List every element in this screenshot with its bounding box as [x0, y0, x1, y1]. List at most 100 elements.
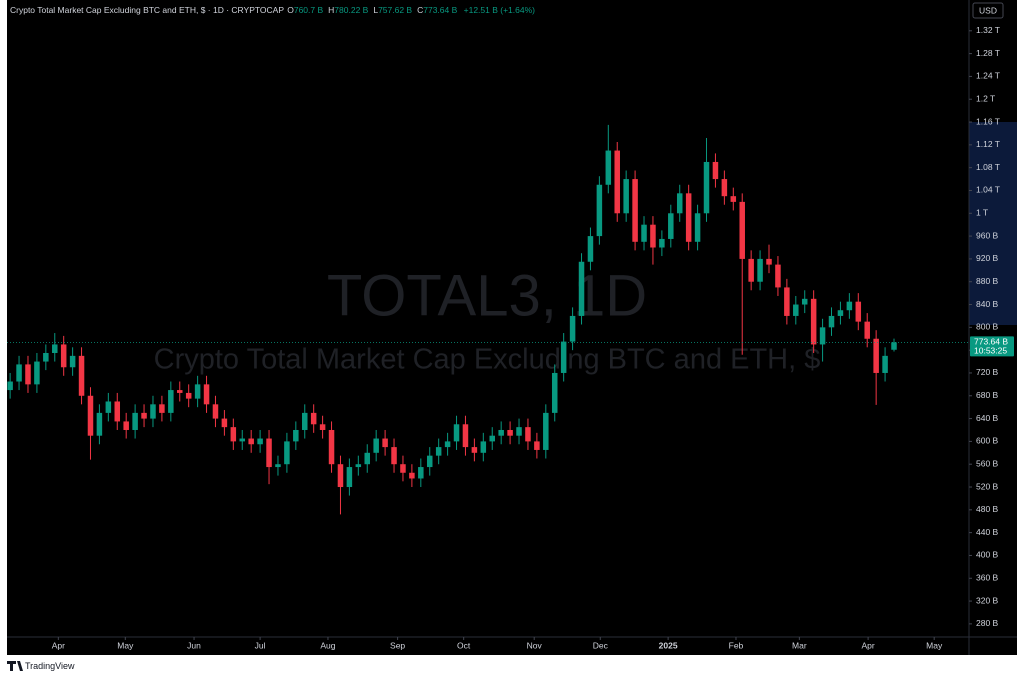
y-tick-label: 440 B	[976, 527, 999, 537]
candle-body	[177, 390, 183, 393]
watermark-name: Crypto Total Market Cap Excluding BTC an…	[154, 344, 821, 376]
candle-body	[248, 438, 254, 445]
candle-body	[659, 238, 665, 248]
candle-body	[739, 201, 745, 259]
y-tick-label: 600 B	[976, 436, 999, 446]
ohlc-key: L	[373, 5, 379, 15]
candle-body	[551, 372, 558, 413]
logo-icon	[7, 661, 23, 671]
candle-body	[721, 179, 728, 197]
candle-body	[337, 464, 344, 488]
currency-button[interactable]	[972, 2, 1004, 19]
candle-body	[444, 441, 451, 448]
candle-body	[221, 418, 228, 428]
candle-body	[614, 150, 620, 214]
x-tick-label: 2025	[659, 640, 678, 650]
axis-highlight	[969, 122, 1017, 325]
x-tick-label: Sep	[390, 640, 405, 650]
y-tick-label: 1.32 T	[976, 25, 1000, 35]
candle-body	[373, 438, 379, 453]
y-tick-label: 560 B	[976, 458, 999, 468]
candle-body	[516, 427, 522, 436]
candle-body	[435, 447, 442, 456]
ohlc-value: 773.64 B	[423, 5, 458, 15]
candle-body	[391, 447, 397, 465]
candle-body	[569, 315, 576, 342]
x-tick-label: Mar	[792, 640, 807, 650]
ohlc-key: C	[417, 5, 424, 15]
y-tick-label: 280 B	[976, 618, 999, 628]
y-tick-label: 320 B	[976, 595, 999, 605]
y-tick-label: 1.04 T	[976, 185, 1000, 195]
ohlc-value: 780.22 B	[334, 5, 369, 15]
currency[interactable]: USD	[979, 5, 997, 15]
y-tick-label: 920 B	[976, 253, 999, 263]
candle-body	[212, 404, 219, 419]
candle-body	[855, 301, 862, 322]
candle-body	[194, 384, 201, 399]
symbol-title: Crypto Total Market Cap Excluding BTC an…	[10, 5, 284, 15]
y-tick-label: 800 B	[976, 322, 999, 332]
candle-body	[266, 438, 272, 468]
y-tick-label: 400 B	[976, 550, 999, 560]
ohlc-value: 757.62 B	[378, 5, 413, 15]
candle-body	[578, 261, 585, 316]
candle-body	[632, 179, 638, 242]
candle-body	[766, 258, 772, 265]
last-price-label: 773.64 B	[974, 337, 1008, 347]
candle-body	[25, 364, 31, 385]
candle-body	[605, 150, 612, 185]
candle-body	[471, 447, 478, 453]
candle-body	[355, 464, 362, 468]
candle-body	[257, 438, 263, 445]
candle-body	[891, 342, 897, 350]
candle-body	[587, 236, 594, 262]
candle-body	[239, 438, 246, 442]
candle-body	[319, 424, 326, 430]
candle-body	[328, 429, 335, 465]
y-tick-label: 1 T	[976, 208, 988, 218]
watermark-symbol: TOTAL3, 1D	[327, 263, 647, 328]
candle-body	[16, 364, 22, 382]
candle-body	[810, 298, 817, 345]
x-tick-label: Aug	[320, 640, 335, 650]
candle-body	[293, 429, 299, 442]
candle-body	[132, 412, 138, 430]
x-tick-label: May	[117, 640, 134, 650]
candle-body	[837, 310, 844, 316]
candle-body	[462, 424, 469, 448]
change: +12.51 B (+1.64%)	[463, 5, 535, 15]
x-tick-label: Dec	[593, 640, 609, 650]
candle-body	[784, 287, 790, 316]
branding: TradingView	[25, 661, 75, 671]
candle-body	[641, 224, 647, 242]
candle-body	[793, 304, 799, 316]
candle-body	[694, 213, 701, 242]
y-tick-label: 480 B	[976, 504, 999, 514]
candle-body	[882, 355, 888, 373]
y-tick-label: 1.08 T	[976, 162, 1000, 172]
candle-body	[87, 395, 94, 436]
y-tick-label: 680 B	[976, 390, 999, 400]
candle-body	[534, 441, 540, 450]
countdown: 10:53:25	[974, 346, 1007, 356]
y-tick-label: 1.2 T	[976, 93, 995, 103]
y-tick-label: 1.28 T	[976, 48, 1000, 58]
candle-body	[302, 412, 308, 430]
candle-body	[489, 435, 495, 442]
candle-body	[748, 258, 754, 282]
x-tick-label: May	[926, 640, 943, 650]
candle-body	[525, 427, 531, 442]
candle-body	[685, 193, 692, 242]
candle-body	[114, 401, 121, 422]
candle-body	[712, 161, 719, 180]
x-tick-label: Apr	[52, 640, 65, 650]
y-tick-label: 520 B	[976, 481, 999, 491]
candle-body	[7, 381, 13, 391]
x-tick-label: Jul	[255, 640, 266, 650]
candles	[7, 124, 897, 515]
candle-body	[78, 355, 85, 396]
candle-body	[507, 429, 513, 436]
legend-header: Crypto Total Market Cap Excluding BTC an…	[10, 5, 539, 15]
candle-body	[846, 301, 853, 311]
